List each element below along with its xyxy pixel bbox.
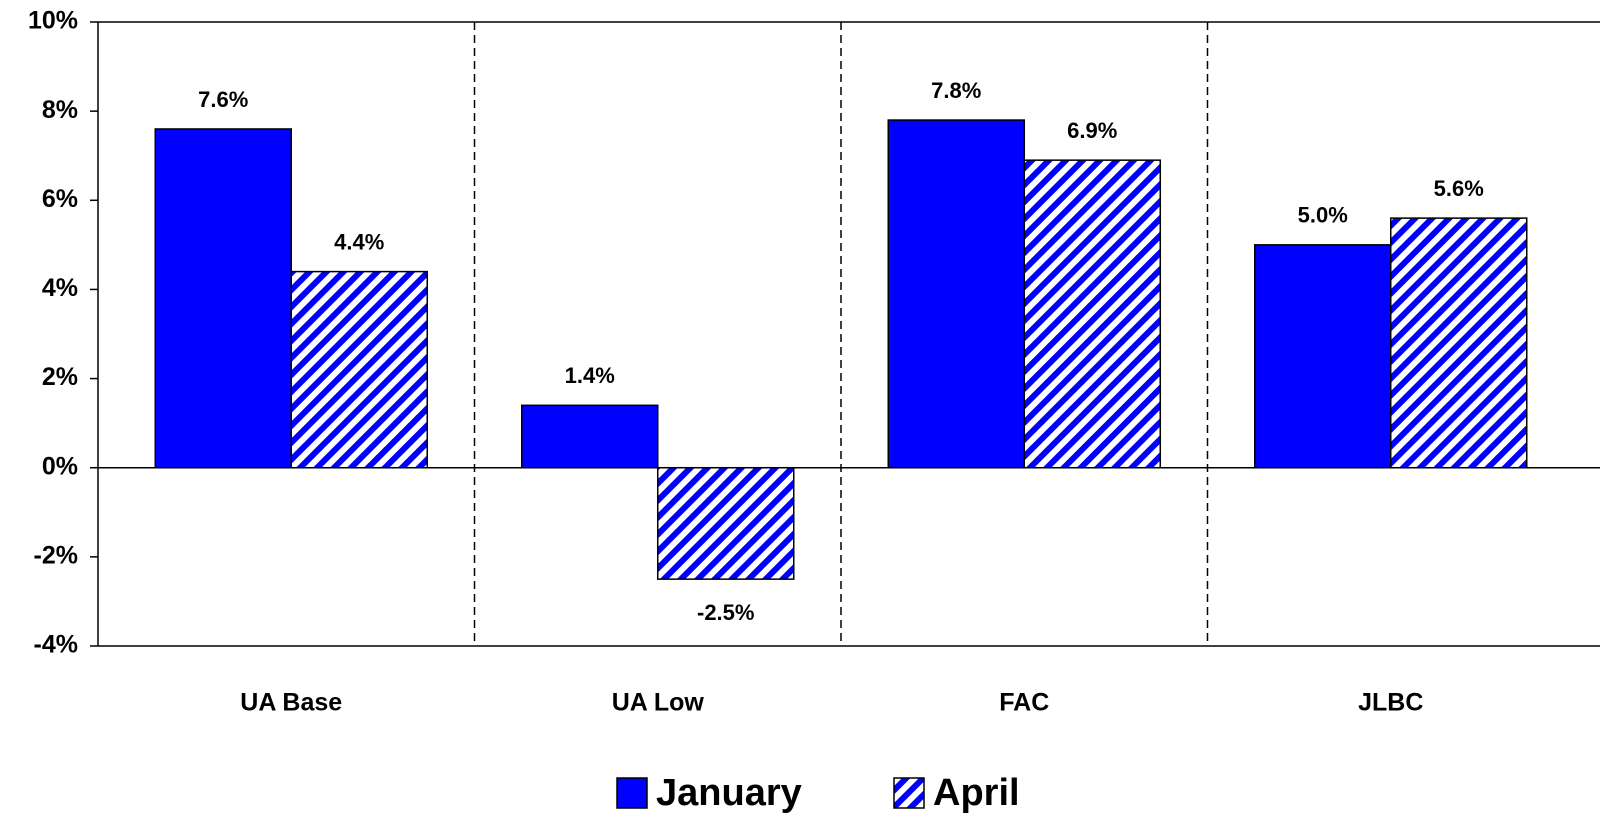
- value-label: 4.4%: [334, 229, 384, 254]
- value-label: 5.0%: [1298, 203, 1348, 228]
- y-tick-label: 10%: [28, 7, 78, 35]
- bar: [1390, 217, 1528, 469]
- value-label: 6.9%: [1067, 118, 1117, 143]
- value-label: 7.6%: [198, 87, 248, 112]
- legend-swatch: [893, 777, 925, 809]
- x-tick-label: UA Base: [240, 689, 342, 717]
- y-tick-label: 2%: [42, 363, 78, 391]
- x-tick-label: JLBC: [1358, 689, 1423, 717]
- x-tick-label: UA Low: [612, 689, 705, 717]
- legend-swatch: [616, 777, 648, 809]
- y-tick-label: 6%: [42, 185, 78, 213]
- value-label: 1.4%: [565, 363, 615, 388]
- bar: [1023, 159, 1161, 469]
- value-label: -2.5%: [697, 600, 754, 625]
- value-label: 5.6%: [1434, 176, 1484, 201]
- legend-label: January: [656, 772, 802, 814]
- x-tick-label: FAC: [999, 689, 1049, 717]
- legend-label: April: [933, 772, 1020, 814]
- y-tick-label: -4%: [34, 631, 78, 659]
- bar: [887, 119, 1025, 469]
- bar: [154, 128, 292, 469]
- bar: [521, 404, 659, 469]
- y-tick-label: -2%: [34, 541, 78, 569]
- y-tick-label: 0%: [42, 452, 78, 480]
- bar: [657, 466, 795, 580]
- value-label: 7.8%: [931, 78, 981, 103]
- bar: [290, 270, 428, 469]
- y-tick-label: 8%: [42, 96, 78, 124]
- y-tick-label: 4%: [42, 274, 78, 302]
- bar: [1254, 244, 1392, 469]
